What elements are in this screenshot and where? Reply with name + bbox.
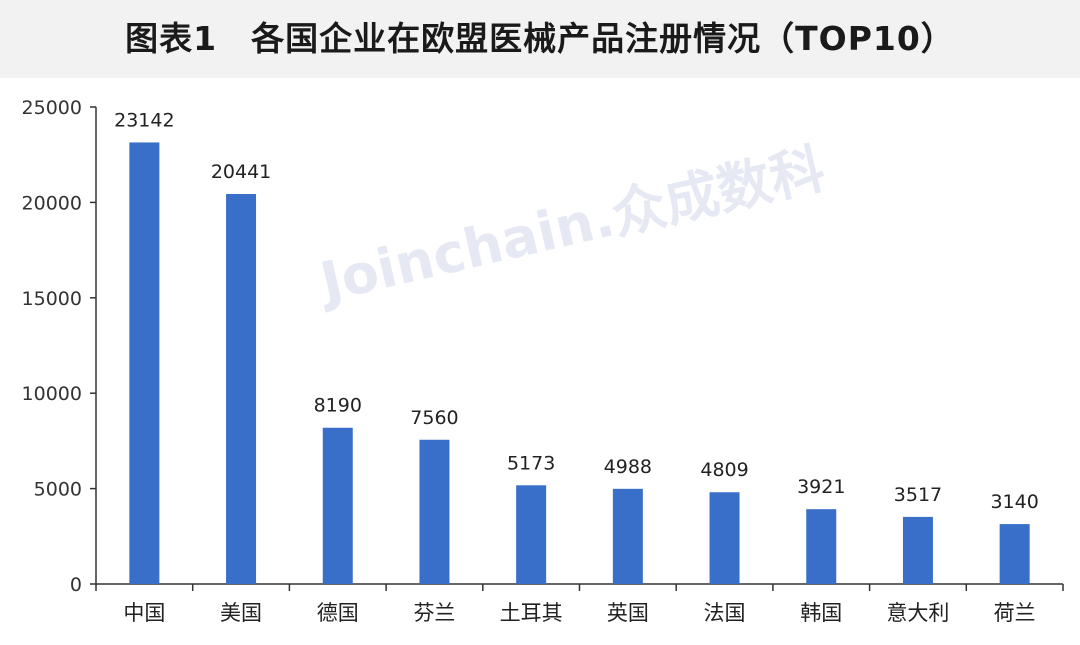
x-tick-label: 中国 — [123, 601, 165, 625]
bar-2 — [322, 427, 353, 584]
y-tick-label: 5000 — [34, 479, 82, 501]
bar-4 — [516, 485, 547, 584]
bar-5 — [612, 488, 643, 584]
data-label: 4809 — [700, 459, 748, 481]
x-tick-label: 法国 — [704, 601, 746, 625]
data-label: 3921 — [797, 476, 845, 498]
bar-8 — [902, 516, 933, 584]
x-tick-label: 韩国 — [800, 601, 842, 625]
x-tick-label: 美国 — [220, 601, 262, 625]
x-tick-label: 土耳其 — [500, 601, 563, 625]
y-tick-label: 25000 — [22, 97, 82, 119]
bar-7 — [806, 509, 837, 584]
data-label: 4988 — [604, 456, 652, 478]
y-tick-label: 15000 — [22, 288, 82, 310]
data-label: 8190 — [314, 395, 362, 417]
title-bar — [0, 0, 1080, 78]
x-tick-label: 意大利 — [886, 601, 949, 625]
data-label: 5173 — [507, 452, 555, 474]
bar-9 — [999, 524, 1030, 584]
bar-3 — [419, 439, 450, 584]
y-tick-label: 10000 — [22, 383, 82, 405]
x-tick-label: 荷兰 — [994, 601, 1036, 625]
y-tick-label: 0 — [70, 574, 82, 596]
x-tick-label: 德国 — [317, 601, 359, 625]
data-label: 3517 — [894, 484, 942, 506]
bar-0 — [129, 142, 160, 585]
data-label: 23142 — [114, 109, 174, 131]
data-label: 7560 — [410, 407, 458, 429]
x-tick-label: 英国 — [607, 601, 649, 625]
y-tick-label: 20000 — [22, 192, 82, 214]
data-label: 3140 — [990, 491, 1038, 513]
data-label: 20441 — [211, 161, 271, 183]
bar-6 — [709, 492, 740, 584]
bar-1 — [226, 193, 257, 584]
x-tick-label: 芬兰 — [413, 601, 455, 625]
chart-title: 图表1 各国企业在欧盟医械产品注册情况（TOP10） — [125, 19, 955, 58]
